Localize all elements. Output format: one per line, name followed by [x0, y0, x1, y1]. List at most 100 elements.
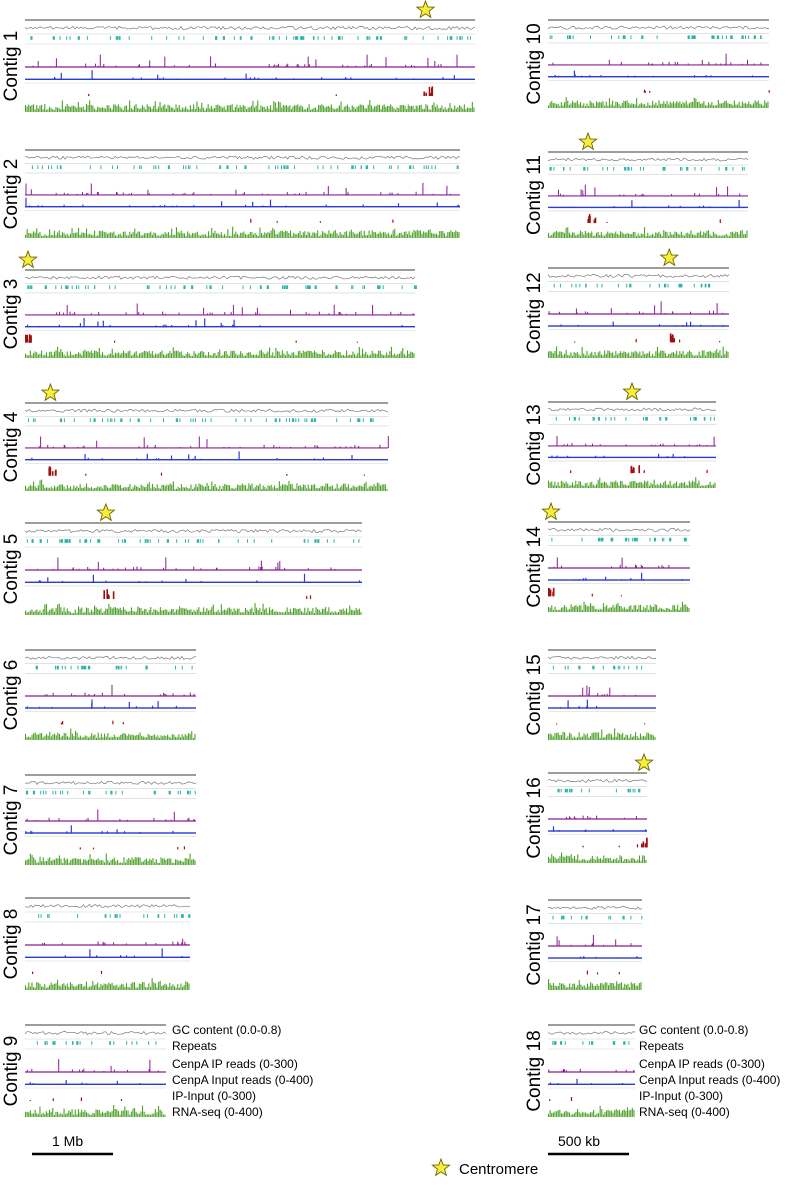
contig-label: Contig 13 — [524, 404, 545, 485]
repeats-track — [557, 788, 641, 793]
gc-content-track — [24, 780, 197, 785]
cenpa-ip-track — [548, 815, 647, 820]
repeats-track — [30, 36, 471, 40]
cenpa-input-track — [25, 318, 415, 328]
gc-content-track — [547, 527, 691, 532]
gc-content-track — [24, 903, 191, 909]
track-label-cenpa-ip: CenpA IP reads (0-300) — [172, 1057, 298, 1071]
contig-panel: Contig 3 — [1, 249, 417, 358]
contig-panel: Contig 12 — [524, 247, 730, 358]
ip-input-track — [32, 970, 103, 974]
contig-panel: Contig 6 — [1, 649, 197, 740]
gc-content-track — [547, 905, 643, 910]
cenpa-ip-track — [548, 301, 729, 315]
contig-panel: Contig 18 — [524, 1024, 636, 1117]
gc-content-track — [547, 157, 749, 162]
centromere-star-icon — [634, 752, 654, 772]
cenpa-input-track — [25, 451, 388, 461]
cenpa-input-track — [548, 956, 642, 959]
track-label-gc: GC content (0.0-0.8) — [172, 1023, 281, 1037]
ip-input-track — [549, 1097, 573, 1101]
contig-panel: Contig 1 — [1, 0, 476, 112]
contig-label: Contig 12 — [524, 272, 545, 353]
centromere-star-icon — [18, 249, 38, 269]
track-separators — [548, 772, 647, 835]
ip-input-track — [29, 1097, 123, 1101]
contig-panel: Contig 16 — [524, 752, 654, 863]
track-label-cenpa-input: CenpA Input reads (0-400) — [172, 1073, 313, 1087]
cenpa-ip-track — [548, 1068, 635, 1073]
track-separators — [548, 649, 656, 712]
repeats-track — [25, 790, 196, 795]
gc-content-track — [24, 528, 363, 534]
gc-content-track — [547, 1031, 636, 1035]
ip-input-track — [582, 837, 648, 848]
track-separators — [548, 521, 690, 584]
contig-label: Contig 1 — [1, 31, 22, 102]
rna-seq-track — [25, 226, 460, 238]
ip-input-track — [250, 218, 394, 223]
repeats-track — [552, 915, 643, 920]
rna-seq-track — [548, 852, 647, 863]
cenpa-ip-track — [25, 684, 196, 697]
cenpa-input-track — [25, 825, 196, 834]
gc-content-track — [547, 407, 717, 412]
ip-input-track — [60, 720, 124, 725]
track-label-repeats: Repeats — [639, 1039, 684, 1053]
repeats-track — [549, 35, 762, 39]
track-separators — [548, 1024, 635, 1089]
gc-content-track — [547, 778, 648, 783]
cenpa-ip-track — [25, 938, 190, 946]
track-label-cenpa-ip: CenpA IP reads (0-300) — [639, 1057, 765, 1071]
contig-panels: Contig 1 Contig 2 Contig 3 Contig 4 Contig 5… — [1, 0, 770, 1117]
cenpa-ip-track — [25, 557, 362, 571]
contig-panel: Contig 7 — [1, 774, 197, 865]
rna-seq-track — [25, 479, 388, 491]
contig-label: Contig 16 — [524, 777, 545, 858]
contig-label: Contig 14 — [524, 526, 545, 608]
repeats-track — [555, 417, 715, 421]
contig-panel: Contig 14 — [524, 501, 691, 612]
cenpa-ip-track — [548, 557, 690, 569]
rna-seq-track — [548, 227, 748, 238]
repeats-track — [551, 537, 687, 542]
contig-label: Contig 3 — [1, 279, 22, 350]
cenpa-ip-track — [25, 1059, 166, 1073]
track-label-gc: GC content (0.0-0.8) — [639, 1023, 748, 1037]
repeats-track — [36, 1041, 157, 1045]
centromere-star-icon — [541, 501, 561, 521]
rna-seq-track — [548, 97, 769, 108]
contig-panel: Contig 10 — [524, 19, 770, 108]
track-separators — [548, 19, 769, 81]
repeats-track — [552, 1041, 630, 1045]
contig-label: Contig 8 — [1, 909, 22, 980]
cenpa-input-track — [548, 199, 748, 209]
contig-label: Contig 6 — [1, 660, 22, 731]
track-separators — [548, 899, 642, 962]
gc-content-track — [25, 275, 416, 280]
rna-seq-track — [25, 346, 415, 358]
repeats-track — [553, 283, 711, 288]
contig-label: Contig 5 — [1, 534, 22, 605]
gc-content-track — [547, 25, 770, 30]
contig-label: Contig 7 — [1, 785, 22, 856]
cenpa-ip-track — [548, 935, 642, 947]
track-legend-right: GC content (0.0-0.8) Repeats CenpA IP re… — [639, 1023, 780, 1119]
repeats-track — [549, 167, 745, 171]
contig-label: Contig 10 — [524, 23, 545, 104]
track-label-cenpa-input: CenpA Input reads (0-400) — [639, 1073, 780, 1087]
contig-label: Contig 17 — [524, 904, 545, 985]
ip-input-track — [88, 86, 434, 96]
scale-bar-left: 1 Mb — [32, 1133, 113, 1156]
rna-seq-track — [548, 1105, 635, 1117]
rna-seq-track — [25, 603, 362, 615]
scale-bar-right-label: 500 kb — [558, 1133, 600, 1149]
track-separators — [548, 151, 748, 212]
star-icon — [431, 1157, 451, 1177]
cenpa-input-track — [25, 197, 460, 208]
rna-seq-track — [25, 100, 475, 112]
track-label-rna-seq: RNA-seq (0-400) — [172, 1105, 263, 1119]
centromere-star-icon — [40, 382, 61, 402]
contig-label: Contig 2 — [1, 159, 22, 230]
